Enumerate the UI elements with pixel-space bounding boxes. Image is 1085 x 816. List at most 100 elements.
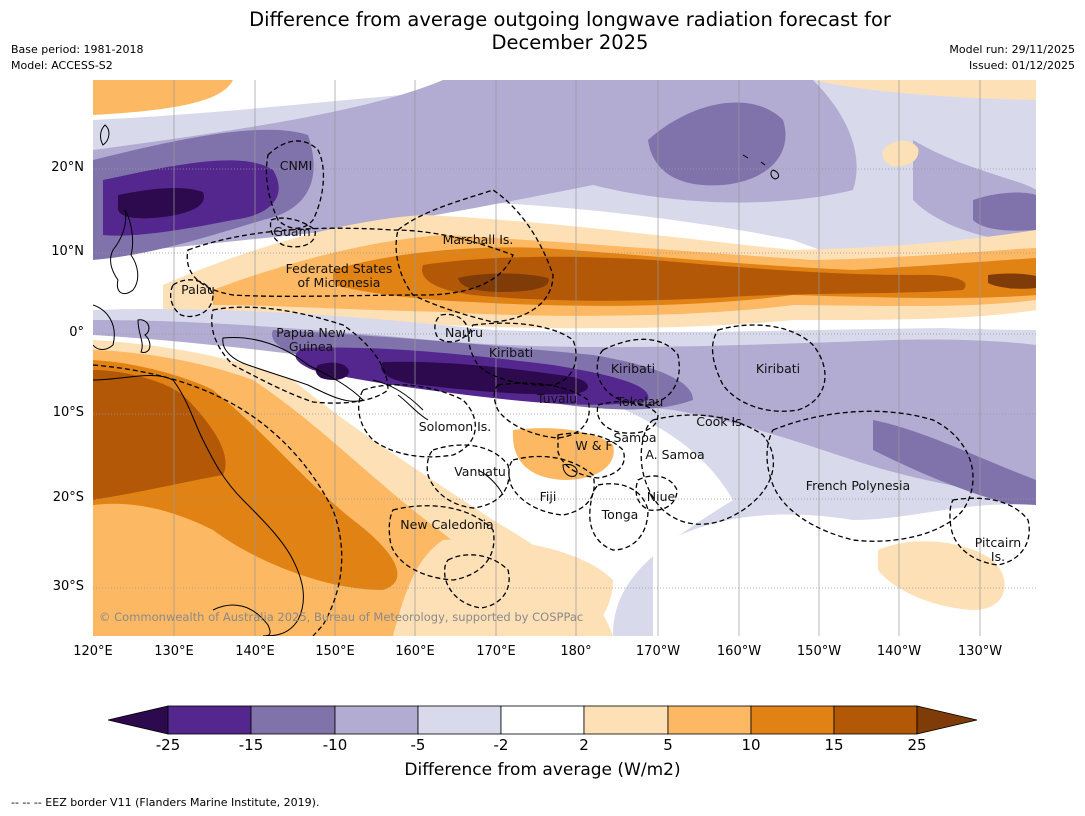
colorbar-swatch-m25-m15 xyxy=(167,705,252,735)
contour-australia-brown xyxy=(93,370,226,500)
eez-png xyxy=(211,306,389,404)
contour-equatorial-core-brown xyxy=(458,273,549,292)
label-tonga: Tonga xyxy=(601,507,639,522)
eez-tuvalu xyxy=(493,382,590,439)
colorbar-tick-m5: -5 xyxy=(410,736,426,754)
eez-guam xyxy=(269,217,316,248)
colorbar-swatch-m15-m10 xyxy=(250,705,336,735)
new-caledonia-coast xyxy=(477,469,504,496)
colorbar-label: Difference from average (W/m2) xyxy=(404,760,681,780)
lon-tick-150e: 150°E xyxy=(315,644,355,659)
colorbar-tick-p25: 25 xyxy=(907,736,927,754)
label-american-samoa: A. Samoa xyxy=(645,447,704,462)
lat-tick-20n: 20°N xyxy=(51,160,84,175)
colorbar-swatch-p10-p15 xyxy=(750,705,835,735)
lon-tick-130e: 130°E xyxy=(154,644,194,659)
contour-tasman-pale-orange xyxy=(393,539,613,636)
anomaly-map: CNMI Guam Marshall Is. Federated States … xyxy=(93,80,1036,636)
title-line-2: December 2025 xyxy=(491,31,649,54)
colorbar-tick-p2: 2 xyxy=(579,736,589,754)
eez-marshall xyxy=(395,189,554,323)
label-vanuatu: Vanuatu xyxy=(454,464,506,479)
eez-fiji xyxy=(508,455,595,516)
label-cook: Cook Is. xyxy=(696,414,745,429)
colorbar-swatch-above-25 xyxy=(916,705,978,735)
contour-png-core-purple xyxy=(315,362,349,380)
lon-tick-180: 180° xyxy=(560,644,592,659)
philippines-coast xyxy=(110,209,139,295)
contour-northwest-orange xyxy=(93,80,233,115)
eez-wf-samoa xyxy=(557,432,625,479)
issued-date: Issued: 01/12/2025 xyxy=(968,59,1075,72)
colorbar-tick-p10: 10 xyxy=(741,736,761,754)
colorbar-tick-p5: 5 xyxy=(663,736,673,754)
label-fsm-line1: Federated States xyxy=(286,261,393,276)
eez-cook xyxy=(640,414,774,525)
model-name: Model: ACCESS-S2 xyxy=(11,59,113,72)
lon-tick-170e: 170°E xyxy=(476,644,516,659)
label-cnmi: CNMI xyxy=(280,158,313,173)
colorbar-swatch-m2-p2 xyxy=(500,705,585,735)
lat-tick-10s: 10°S xyxy=(52,405,84,420)
label-tokelau: Tokelau xyxy=(616,394,664,409)
lon-tick-160w: 160°W xyxy=(716,644,762,659)
contour-hawaii-east-pale-orange xyxy=(882,140,919,167)
contour-hawaii-dark-purple xyxy=(648,102,786,186)
lon-tick-160e: 160°E xyxy=(395,644,435,659)
colorbar-tick-p15: 15 xyxy=(824,736,844,754)
hawaii-coast xyxy=(742,154,780,180)
contour-east-core-brown xyxy=(988,273,1036,289)
contour-french-polynesia-dark-purple xyxy=(873,420,1036,510)
label-french-polynesia: French Polynesia xyxy=(806,478,910,493)
new-guinea-coast xyxy=(222,336,364,402)
lon-tick-120e: 120°E xyxy=(73,644,113,659)
label-tuvalu: Tuvalu xyxy=(536,391,577,406)
new-zealand-coast xyxy=(212,604,271,636)
eez-new-caledonia xyxy=(388,505,495,581)
label-pitcairn-line1: Pitcairn xyxy=(975,535,1021,550)
metadata-right: Model run: 29/11/2025 Issued: 01/12/2025 xyxy=(949,42,1075,74)
label-palau: Palau xyxy=(181,282,215,297)
fiji-coast xyxy=(562,463,578,477)
eez-tokelau xyxy=(596,400,659,434)
label-marshall: Marshall Is. xyxy=(443,232,514,247)
lat-tick-10n: 10°N xyxy=(51,244,84,259)
graticule xyxy=(93,80,1036,636)
contour-north-core-purple xyxy=(118,188,204,219)
colorbar-swatch-below-25 xyxy=(108,705,169,735)
eez-nauru xyxy=(434,313,469,343)
label-new-caledonia: New Caledonia xyxy=(400,517,493,532)
eez-niue xyxy=(635,475,678,511)
label-nauru: Nauru xyxy=(445,325,483,340)
place-labels: CNMI Guam Marshall Is. Federated States … xyxy=(181,158,1021,564)
colorbar-tick-m10: -10 xyxy=(322,736,348,754)
lon-tick-130w: 130°W xyxy=(957,644,1003,659)
label-samoa: Samoa xyxy=(613,430,656,445)
colorbar-swatch-m5-m2 xyxy=(417,705,502,735)
base-period: Base period: 1981-2018 xyxy=(11,43,144,56)
label-kiribati-central: Kiribati xyxy=(611,361,655,376)
contour-equatorial-brown xyxy=(422,256,966,301)
contour-east-dark-purple xyxy=(973,192,1036,231)
eez-solomon xyxy=(358,384,476,458)
lon-tick-140w: 140°W xyxy=(876,644,922,659)
colorbar-swatch-p2-p5 xyxy=(583,705,669,735)
colorbar-tick-m25: -25 xyxy=(155,736,181,754)
taiwan-coast xyxy=(100,124,110,146)
lon-tick-150w: 150°W xyxy=(796,644,842,659)
borneo-coast xyxy=(93,304,115,350)
eez-australia xyxy=(93,364,343,636)
colorbar-swatch-p5-p10 xyxy=(667,705,752,735)
lon-tick-140e: 140°E xyxy=(235,644,275,659)
label-kiribati-west: Kiribati xyxy=(489,345,533,360)
lat-tick-30s: 30°S xyxy=(52,579,84,594)
eez-borders xyxy=(93,140,1030,636)
contour-south-core-purple xyxy=(381,361,588,395)
title-line-1: Difference from average outgoing longwav… xyxy=(249,8,891,31)
colorbar-swatch-p15-p25 xyxy=(833,705,918,735)
contour-pitcairn-pale-orange xyxy=(878,541,1005,610)
label-kiribati-east: Kiribati xyxy=(756,361,800,376)
label-fsm-line2: of Micronesia xyxy=(298,275,381,290)
eez-vanuatu xyxy=(426,444,510,509)
model-run: Model run: 29/11/2025 xyxy=(949,43,1075,56)
